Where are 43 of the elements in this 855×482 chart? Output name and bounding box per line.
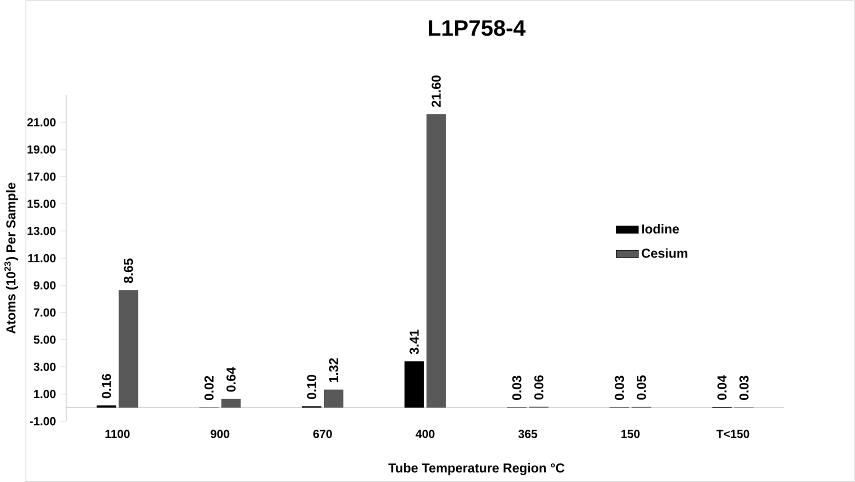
y-tick-label: 3.00 [34, 362, 56, 371]
y-tick-label: 13.00 [28, 226, 56, 235]
y-tick-label: 7.00 [34, 308, 56, 316]
data-label: 0.64 [226, 366, 236, 392]
data-label: 0.04 [717, 375, 727, 400]
y-tick-label: -1.00 [30, 416, 56, 426]
y-tick-label: 21.00 [27, 118, 56, 126]
bar [404, 361, 424, 408]
x-tick-label: 670 [313, 430, 332, 438]
y-tick-label: 11.00 [28, 254, 56, 262]
y-tick-label: 5.00 [34, 335, 56, 344]
y-tick-label: 17.00 [28, 172, 56, 181]
data-label: 21.60 [432, 75, 441, 107]
data-label: 0.03 [512, 376, 522, 400]
data-label: 1.32 [329, 358, 338, 382]
data-label: 0.05 [636, 375, 646, 400]
chart-title: L1P758-4 [428, 20, 526, 36]
data-label: 8.65 [124, 258, 134, 283]
x-axis-title: Tube Temperature Region °C [388, 462, 564, 476]
y-tick-label: 9.00 [34, 281, 56, 290]
bar [426, 114, 446, 408]
y-tick-label: 1.00 [34, 390, 56, 398]
y-tick-label: 19.00 [28, 145, 56, 154]
bar [118, 290, 138, 408]
legend-label: Iodine [642, 224, 679, 234]
data-label: 0.16 [102, 374, 112, 398]
x-tick-label: 150 [621, 430, 640, 438]
data-label: 0.06 [534, 375, 544, 400]
data-label: 3.41 [410, 330, 419, 354]
x-tick-label: 900 [210, 430, 230, 438]
bar [221, 398, 241, 408]
data-label: 0.10 [307, 374, 316, 399]
x-tick-label: 365 [518, 430, 538, 438]
x-tick-label: T<150 [716, 430, 750, 438]
y-tick-label: 15.00 [28, 200, 56, 208]
x-tick-label: 400 [416, 430, 434, 438]
data-label: 0.02 [204, 376, 214, 400]
bar [324, 390, 344, 408]
legend-label: Cesium [642, 248, 688, 258]
data-label: 0.03 [614, 376, 624, 400]
y-axis-title: Atoms (10$^{23}$) Per Sample [4, 182, 18, 334]
x-tick-label: 1100 [106, 430, 130, 438]
data-label: 0.03 [739, 376, 749, 400]
